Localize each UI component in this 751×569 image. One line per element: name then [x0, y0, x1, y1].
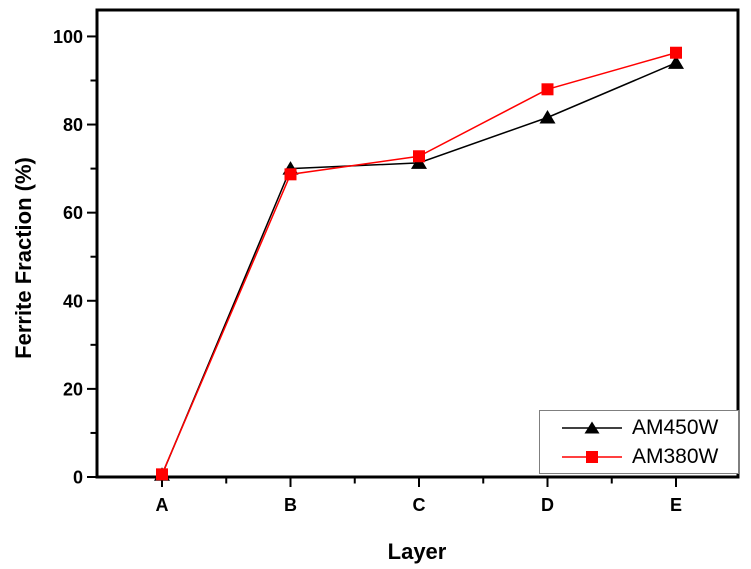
series-marker-square-icon — [541, 83, 554, 96]
y-tick-label: 40 — [63, 291, 83, 311]
y-tick-label: 0 — [73, 468, 83, 488]
legend-sample-square-icon — [586, 450, 598, 463]
y-axis-title: Ferrite Fraction (%) — [11, 157, 36, 359]
legend: AM450W AM380W — [539, 410, 739, 474]
series-marker-square-icon — [413, 150, 425, 163]
series-marker-triangle-icon — [668, 55, 684, 69]
series-marker-square-icon — [670, 46, 682, 59]
x-axis-title: Layer — [387, 539, 447, 564]
series-marker-square-icon — [156, 468, 168, 481]
legend-marker-am380w-square-icon — [562, 450, 622, 463]
y-tick-label: 100 — [53, 27, 83, 47]
x-tick-label: A — [156, 495, 169, 515]
series-am380w — [156, 46, 682, 481]
x-tick-label: C — [413, 495, 426, 515]
series-marker-square-icon — [284, 168, 297, 181]
legend-marker-am450w-triangle-icon — [562, 421, 622, 433]
legend-label-am450w: AM450W — [632, 416, 719, 439]
legend-label-am380w: AM380W — [632, 445, 719, 468]
legend-item-am450w: AM450W — [560, 413, 738, 442]
x-tick-label: D — [541, 495, 554, 515]
y-tick-label: 80 — [63, 115, 83, 135]
x-tick-label: E — [670, 495, 682, 515]
x-tick-label: B — [284, 495, 297, 515]
legend-sample-triangle-icon — [584, 421, 600, 433]
legend-item-am380w: AM380W — [560, 442, 738, 471]
y-tick-label: 20 — [63, 379, 83, 399]
x-axis: A B C D E — [156, 478, 682, 515]
plot-frame — [95, 8, 740, 479]
y-axis: 0 20 40 60 80 100 — [53, 27, 96, 488]
y-tick-label: 60 — [63, 203, 83, 223]
series-marker-triangle-icon — [539, 109, 556, 124]
